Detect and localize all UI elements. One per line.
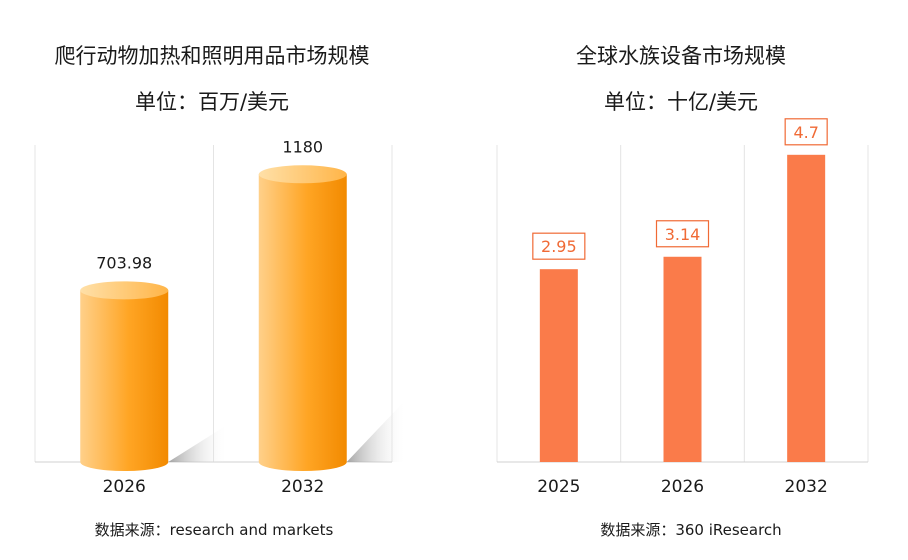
bar-cap [80,281,169,300]
x-tick-label: 2032 [785,477,828,497]
right-bar-chart: 2.95 2025 3.14 2026 4.7 2032 [496,118,869,497]
right-chart-source: 数据来源：360 iResearch [600,521,782,539]
data-label: 4.7 [793,123,818,142]
right-chart-title: 全球水族设备市场规模 [576,44,786,68]
right-chart-panel: 全球水族设备市场规模 单位：十亿/美元 2.95 2025 3.14 2026 4.7 2… [454,0,908,560]
x-tick-label: 2026 [103,477,146,497]
left-bar-chart: 703.98 2026 1180 2032 [34,137,407,497]
right-chart-unit: 单位：十亿/美元 [603,90,759,114]
bar [539,269,578,462]
bar-shadow [168,424,229,462]
data-label-box [532,232,586,260]
data-label: 3.14 [665,225,701,244]
left-chart-source: 数据来源：research and markets [94,521,334,539]
bar-shadow [346,398,407,462]
left-chart-unit: 单位：百万/美元 [134,90,290,114]
x-tick-label: 2026 [661,477,704,497]
data-label: 1180 [282,137,323,156]
bar [80,290,169,471]
data-label: 2.95 [541,237,577,256]
bar [787,154,826,462]
bar [663,256,702,462]
x-tick-label: 2032 [281,477,324,497]
data-label-box [655,220,710,248]
data-label-box [784,118,828,146]
bar-cap [258,165,347,184]
x-tick-label: 2025 [537,477,580,497]
left-chart-panel: 爬行动物加热和照明用品市场规模 单位：百万/美元 703.98 2026 1180 2… [34,44,407,539]
bar [258,174,347,471]
left-chart-title: 爬行动物加热和照明用品市场规模 [54,44,370,68]
data-label: 703.98 [96,253,152,272]
